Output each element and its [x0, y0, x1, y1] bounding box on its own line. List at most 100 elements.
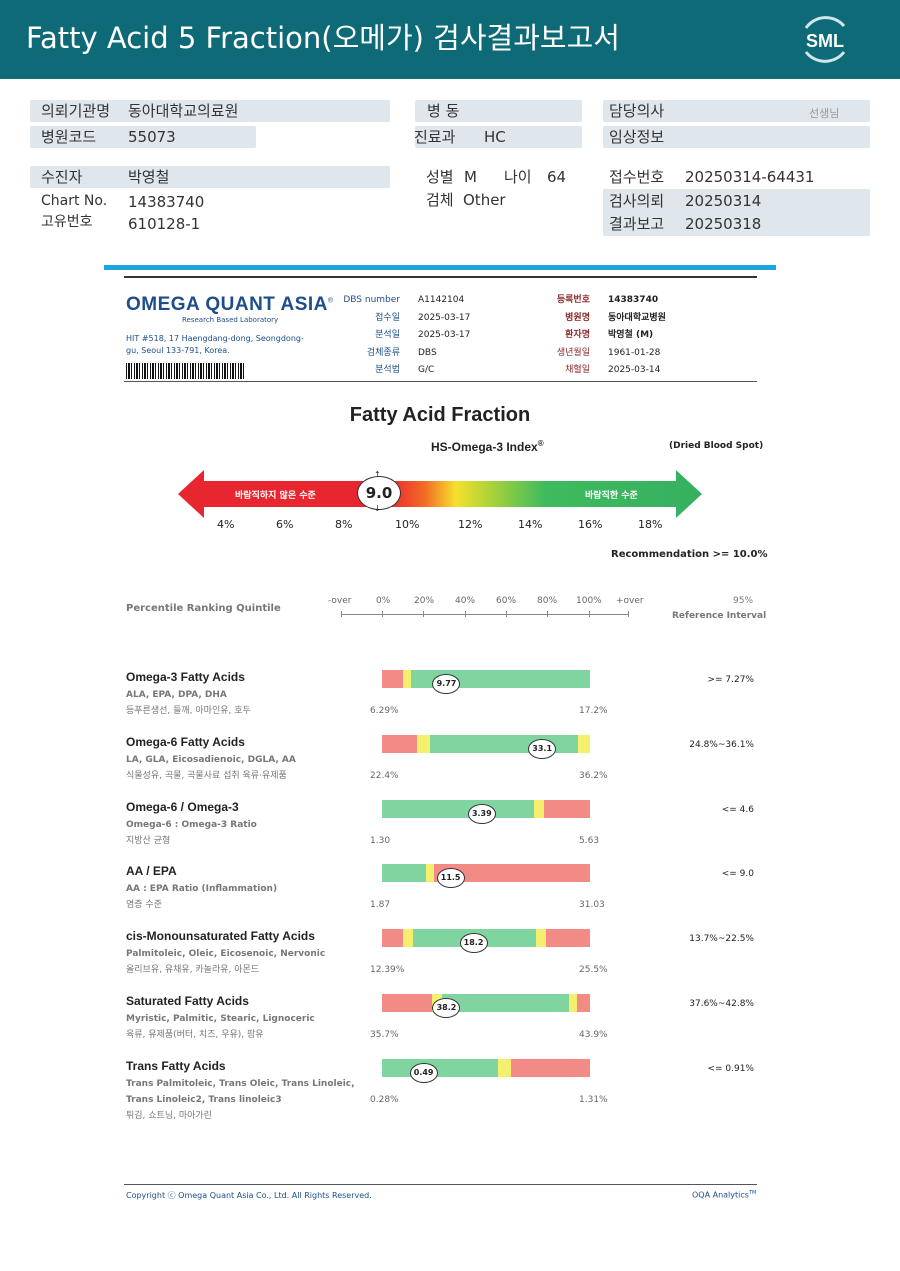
fa-range-segment [544, 800, 590, 818]
dept-pill [415, 126, 582, 148]
fa-name: Omega-6 Fatty Acids [126, 735, 245, 749]
request-label: 검사의뢰 [609, 192, 665, 210]
doctor-suffix: 선생님 [809, 107, 840, 120]
scale-tick-label: 80% [537, 596, 558, 606]
age-label: 나이 [504, 168, 532, 186]
fa-min: 35.7% [370, 1030, 399, 1040]
fa-value-marker: 3.39 [467, 804, 496, 824]
fa-components: Trans Palmitoleic, Trans Oleic, Trans Li… [126, 1079, 355, 1105]
name-value: 박영철 [128, 168, 170, 186]
fa-reference: >= 7.27% [707, 675, 754, 685]
fa-components: ALA, EPA, DPA, DHA [126, 690, 227, 700]
fa-range-segment [533, 800, 545, 818]
report-bottom-rule [124, 1184, 757, 1185]
fa-min: 1.87 [370, 900, 391, 910]
reference-interval-label: Reference Interval [672, 611, 767, 621]
scale-tick-label: 20% [414, 596, 435, 606]
gauge-tick: 4% [217, 518, 235, 531]
fa-components: Myristic, Palmitic, Stearic, Lignoceric [126, 1014, 315, 1024]
name-pill [30, 166, 390, 188]
fa-range-segment [510, 1059, 590, 1077]
doctor-label: 담당의사 [609, 102, 665, 120]
reg-label: 등록번호 [556, 295, 590, 305]
fa-components: LA, GLA, Eicosadienoic, DGLA, AA [126, 755, 296, 765]
unique-value: 610128-1 [128, 215, 201, 233]
fa-value-marker: 38.2 [432, 998, 461, 1018]
fa-range-segment [425, 864, 434, 882]
barcode [126, 363, 244, 379]
fa-max: 43.9% [579, 1030, 608, 1040]
scale-tick-label: 100% [576, 596, 602, 606]
chart-value: 14383740 [128, 193, 205, 211]
fa-range-segment [442, 994, 570, 1012]
gauge-tick: 16% [578, 518, 603, 531]
fa-range-bar [382, 800, 590, 818]
section-divider [104, 265, 776, 270]
scale-tick-label: +over [616, 596, 644, 606]
fa-range-segment [569, 994, 578, 1012]
collect-label: 채혈일 [565, 365, 590, 375]
fa-name: cis-Monounsaturated Fatty Acids [126, 929, 315, 943]
fa-range-segment [498, 1059, 511, 1077]
scale-tick [341, 611, 342, 617]
receipt-value: 20250314-64431 [685, 168, 815, 186]
sex-label: 성별 [426, 168, 454, 186]
report-label: 결과보고 [609, 215, 665, 233]
fa-range-segment [382, 929, 403, 947]
scale-tick [423, 611, 424, 617]
hospital-code-value: 55073 [128, 128, 176, 146]
undesirable-label: 바람직하지 않은 수준 [235, 491, 316, 501]
sml-logo: SML [804, 16, 846, 63]
recv-value: 2025-03-17 [418, 313, 471, 323]
scale-tick [506, 611, 507, 617]
analysis-value: 2025-03-17 [418, 330, 471, 340]
fa-value-marker: 18.2 [459, 933, 488, 953]
spec-label: 검체종류 [366, 348, 400, 358]
fa-reference: <= 4.6 [721, 805, 754, 815]
fa-range-segment [417, 735, 430, 753]
patient-label: 환자명 [565, 330, 590, 340]
request-value: 20250314 [685, 192, 762, 210]
oqa-subtitle: Research Based Laboratory [182, 316, 279, 324]
percentile-ranking-label: Percentile Ranking Quintile [126, 603, 281, 614]
dbs-value: A1142104 [418, 295, 465, 305]
fa-name: Trans Fatty Acids [126, 1059, 226, 1073]
fa-max: 5.63 [579, 836, 600, 846]
age-value: 64 [547, 168, 567, 186]
ward-label: 병 동 [427, 102, 460, 120]
receipt-label: 접수번호 [609, 168, 665, 186]
dept-label: 진료과 [414, 128, 456, 146]
institution-value: 동아대학교의료원 [128, 102, 239, 120]
fa-range-segment [546, 929, 590, 947]
fa-min: 12.39% [370, 965, 405, 975]
gauge-tick: 8% [335, 518, 353, 531]
method-label: 분석법 [375, 365, 400, 375]
unique-label: 고유번호 [41, 214, 93, 230]
fa-range-segment [433, 864, 590, 882]
fa-foods: 식물성유, 곡물, 곡물사료 섭취 육류·유제품 [126, 771, 287, 781]
fa-max: 25.5% [579, 965, 608, 975]
fa-range-segment [382, 864, 426, 882]
fa-range-segment [577, 735, 590, 753]
fa-range-bar [382, 864, 590, 882]
fa-value-marker: 9.77 [432, 674, 461, 694]
dates-pill [603, 189, 870, 236]
fa-reference: 24.8%~36.1% [689, 740, 754, 750]
fa-range-segment [577, 994, 590, 1012]
omega-index-gauge [178, 470, 702, 518]
hospital-code-label: 병원코드 [41, 128, 97, 146]
fa-foods: 등푸른생선, 들깨, 아마인유, 호두 [126, 706, 251, 716]
institution-pill [30, 100, 390, 122]
desirable-label: 바람직한 수준 [585, 491, 638, 501]
scale-axis [341, 614, 629, 615]
gauge-tick: 12% [458, 518, 483, 531]
fa-value-marker: 33.1 [528, 739, 557, 759]
fa-foods: 염증 수준 [126, 900, 162, 910]
fa-foods: 올리브유, 유채유, 카놀라유, 아몬드 [126, 965, 260, 975]
scale-tick [382, 611, 383, 617]
report-mid-rule [124, 381, 757, 382]
sex-value: M [464, 168, 477, 186]
gauge-tick: 18% [638, 518, 663, 531]
ward-pill [415, 100, 582, 122]
report-title: Fatty Acid 5 Fraction(오메가) 검사결과보고서 [26, 21, 620, 55]
